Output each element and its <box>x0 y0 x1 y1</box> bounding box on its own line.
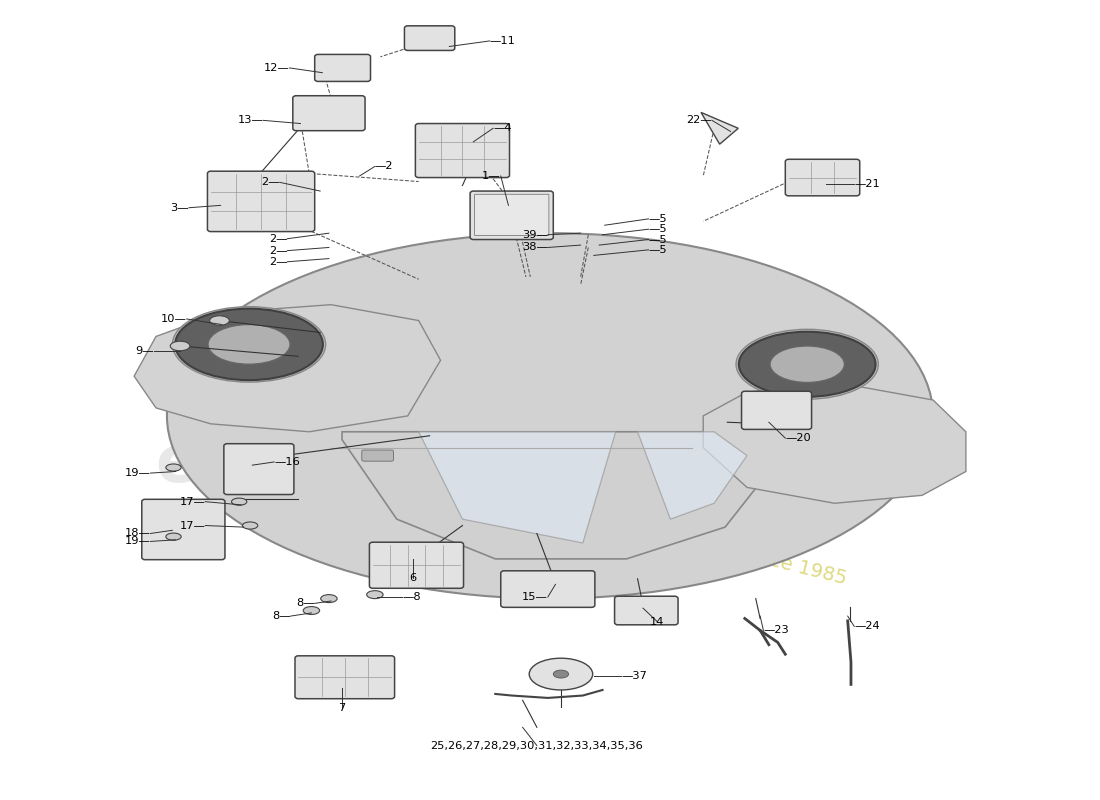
FancyBboxPatch shape <box>370 542 463 588</box>
Ellipse shape <box>553 670 569 678</box>
Text: —24: —24 <box>855 622 880 631</box>
Text: 15—: 15— <box>521 592 548 602</box>
Ellipse shape <box>166 464 182 471</box>
Text: —37: —37 <box>621 671 647 682</box>
Ellipse shape <box>736 330 878 399</box>
FancyBboxPatch shape <box>474 194 549 235</box>
Text: —5: —5 <box>649 224 667 234</box>
Text: 22—: 22— <box>686 115 712 126</box>
Text: 9—: 9— <box>135 346 154 356</box>
Text: 2—: 2— <box>261 178 279 187</box>
Text: —5: —5 <box>649 214 667 224</box>
Text: a passion for parts since 1985: a passion for parts since 1985 <box>558 498 848 588</box>
Text: —23: —23 <box>763 626 789 635</box>
FancyBboxPatch shape <box>500 571 595 607</box>
Text: —11: —11 <box>490 36 516 46</box>
Text: 6: 6 <box>409 573 417 583</box>
Ellipse shape <box>173 306 326 382</box>
Text: —5: —5 <box>649 245 667 255</box>
Ellipse shape <box>231 498 246 506</box>
FancyBboxPatch shape <box>295 656 395 698</box>
FancyBboxPatch shape <box>785 159 860 196</box>
Text: 7: 7 <box>339 703 345 714</box>
Text: 39—: 39— <box>521 230 548 240</box>
FancyBboxPatch shape <box>741 391 812 430</box>
Text: 18—: 18— <box>124 529 151 538</box>
Ellipse shape <box>175 309 323 380</box>
Ellipse shape <box>210 316 229 326</box>
Ellipse shape <box>770 346 845 382</box>
Ellipse shape <box>529 658 593 690</box>
FancyBboxPatch shape <box>470 191 553 239</box>
FancyBboxPatch shape <box>142 499 224 560</box>
Ellipse shape <box>208 325 290 364</box>
Text: 12—: 12— <box>264 63 289 73</box>
Polygon shape <box>342 432 769 559</box>
Ellipse shape <box>304 606 320 614</box>
Text: 17—: 17— <box>179 521 206 530</box>
Text: —16: —16 <box>274 457 300 467</box>
Text: 8—: 8— <box>296 598 315 608</box>
Text: 2—: 2— <box>268 234 287 244</box>
Polygon shape <box>701 113 738 144</box>
Polygon shape <box>638 432 747 519</box>
FancyBboxPatch shape <box>615 596 678 625</box>
Text: —8: —8 <box>403 592 421 602</box>
Ellipse shape <box>167 233 933 598</box>
Text: 38—: 38— <box>521 242 548 253</box>
Text: 13—: 13— <box>238 115 263 126</box>
Text: —21: —21 <box>855 179 880 189</box>
Text: 1—: 1— <box>482 171 500 181</box>
Ellipse shape <box>242 522 257 529</box>
Text: 10—: 10— <box>161 314 187 324</box>
Ellipse shape <box>166 533 182 540</box>
Text: —4: —4 <box>493 123 512 134</box>
Polygon shape <box>703 384 966 503</box>
Text: 25,26,27,28,29,30,31,32,33,34,35,36: 25,26,27,28,29,30,31,32,33,34,35,36 <box>430 741 644 750</box>
Ellipse shape <box>321 594 337 602</box>
Text: —2: —2 <box>375 162 394 171</box>
FancyBboxPatch shape <box>224 444 294 494</box>
Text: 8—: 8— <box>272 611 290 621</box>
Text: 2—: 2— <box>268 246 287 256</box>
Text: euromotorparts: euromotorparts <box>156 433 725 494</box>
Text: —5: —5 <box>649 234 667 245</box>
FancyBboxPatch shape <box>416 123 509 178</box>
Text: 17—: 17— <box>179 497 206 506</box>
FancyBboxPatch shape <box>405 26 454 50</box>
Ellipse shape <box>739 332 876 397</box>
Text: 19—: 19— <box>124 468 151 478</box>
Polygon shape <box>419 432 616 543</box>
Text: —20: —20 <box>785 433 811 443</box>
FancyBboxPatch shape <box>208 171 315 231</box>
Text: 14: 14 <box>650 617 664 626</box>
FancyBboxPatch shape <box>293 96 365 130</box>
FancyBboxPatch shape <box>362 450 394 461</box>
Text: 2—: 2— <box>268 257 287 266</box>
Ellipse shape <box>170 342 190 350</box>
FancyBboxPatch shape <box>315 54 371 82</box>
Ellipse shape <box>366 590 383 598</box>
Text: 19—: 19— <box>124 537 151 546</box>
Polygon shape <box>134 305 441 432</box>
Text: 3—: 3— <box>170 202 189 213</box>
